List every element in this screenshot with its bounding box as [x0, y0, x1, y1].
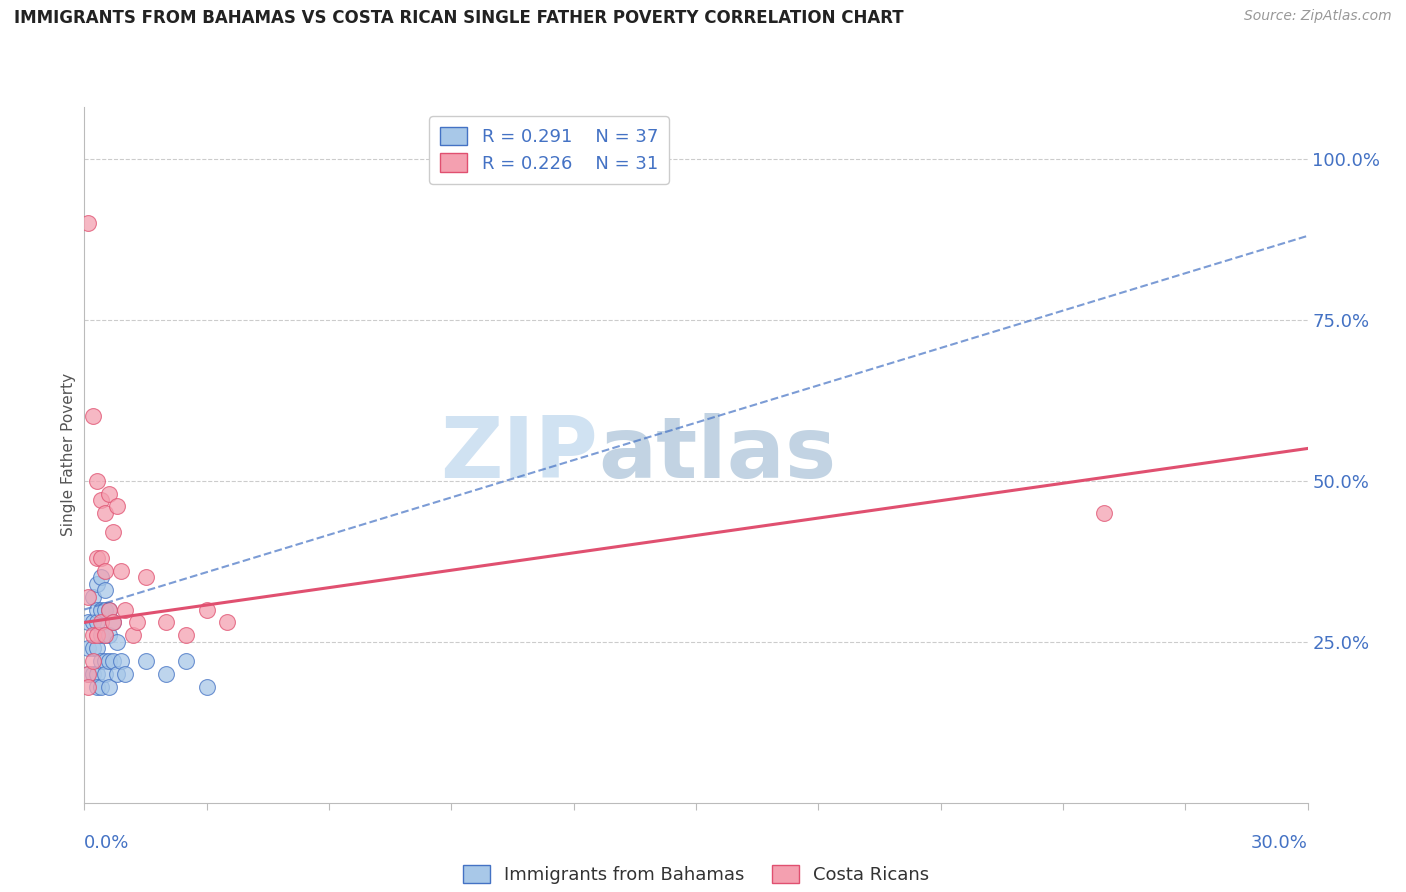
Point: [77, 641, 100, 656]
Point: [90, 551, 112, 566]
Point: [82, 628, 104, 642]
Point: [86, 602, 108, 616]
Point: [155, 667, 177, 681]
Text: ZIP: ZIP: [440, 413, 598, 497]
Point: [195, 602, 218, 616]
Point: [105, 500, 128, 514]
Point: [1092, 506, 1115, 520]
Point: [101, 615, 124, 630]
Point: [110, 654, 132, 668]
Point: [110, 564, 132, 578]
Point: [93, 667, 117, 681]
Point: [114, 667, 136, 681]
Point: [105, 634, 128, 648]
Point: [114, 602, 136, 616]
Point: [77, 590, 100, 604]
Point: [97, 602, 120, 616]
Point: [86, 474, 108, 488]
Point: [90, 602, 112, 616]
Point: [127, 615, 149, 630]
Point: [82, 590, 104, 604]
Point: [77, 667, 100, 681]
Point: [86, 551, 108, 566]
Point: [93, 564, 117, 578]
Point: [82, 654, 104, 668]
Point: [135, 654, 157, 668]
Text: Source: ZipAtlas.com: Source: ZipAtlas.com: [1244, 9, 1392, 23]
Point: [82, 641, 104, 656]
Text: atlas: atlas: [598, 413, 837, 497]
Point: [86, 667, 108, 681]
Text: 0.0%: 0.0%: [84, 834, 129, 852]
Point: [195, 680, 218, 694]
Point: [217, 615, 239, 630]
Point: [97, 486, 120, 500]
Text: 30.0%: 30.0%: [1251, 834, 1308, 852]
Point: [93, 602, 117, 616]
Point: [93, 506, 117, 520]
Point: [97, 628, 120, 642]
Point: [90, 654, 112, 668]
Point: [155, 615, 177, 630]
Point: [93, 654, 117, 668]
Point: [90, 680, 112, 694]
Point: [90, 628, 112, 642]
Point: [122, 628, 145, 642]
Point: [93, 628, 117, 642]
Point: [101, 615, 124, 630]
Point: [101, 525, 124, 540]
Point: [86, 615, 108, 630]
Point: [82, 667, 104, 681]
Point: [97, 602, 120, 616]
Point: [93, 583, 117, 598]
Point: [77, 667, 100, 681]
Point: [86, 680, 108, 694]
Point: [90, 570, 112, 584]
Point: [82, 615, 104, 630]
Point: [86, 641, 108, 656]
Y-axis label: Single Father Poverty: Single Father Poverty: [60, 374, 76, 536]
Point: [105, 667, 128, 681]
Text: IMMIGRANTS FROM BAHAMAS VS COSTA RICAN SINGLE FATHER POVERTY CORRELATION CHART: IMMIGRANTS FROM BAHAMAS VS COSTA RICAN S…: [14, 9, 904, 27]
Point: [176, 628, 198, 642]
Point: [101, 654, 124, 668]
Point: [90, 615, 112, 630]
Point: [86, 576, 108, 591]
Point: [97, 680, 120, 694]
Point: [135, 570, 157, 584]
Point: [77, 216, 100, 230]
Point: [176, 654, 198, 668]
Point: [77, 680, 100, 694]
Point: [93, 628, 117, 642]
Point: [82, 409, 104, 424]
Point: [77, 615, 100, 630]
Point: [97, 654, 120, 668]
Point: [90, 493, 112, 508]
Point: [86, 628, 108, 642]
Legend: Immigrants from Bahamas, Costa Ricans: Immigrants from Bahamas, Costa Ricans: [456, 857, 936, 891]
